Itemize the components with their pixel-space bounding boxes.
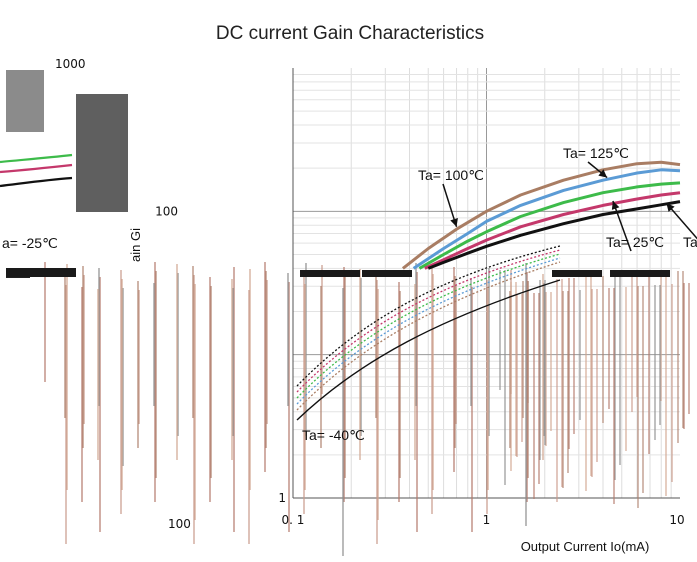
annotation-arrowhead-2 — [611, 201, 620, 210]
left-fragment-black-curve — [0, 176, 73, 188]
left-dark-panel — [76, 94, 128, 212]
series-line-0 — [401, 160, 681, 270]
x-tick-label-0-1: 0. 1 — [282, 513, 305, 527]
left-fragment-100-label: 100 — [168, 517, 191, 531]
chart-title: DC current Gain Characteristics — [216, 23, 484, 44]
left-fragment-green-curve — [0, 153, 73, 164]
series-line-1 — [412, 168, 681, 270]
y-axis-label: ain Gi — [128, 228, 143, 262]
x-tick-label-10: 10 — [669, 513, 684, 527]
annotations-group: Ta= 125℃ Ta= 100℃ Ta= 25℃ Ta= -40℃ Ta — [302, 145, 697, 443]
artifact-band — [610, 270, 670, 277]
ghost-curve — [296, 253, 561, 399]
annotation-arrow-4 — [665, 202, 697, 240]
ghost-curve — [296, 257, 561, 405]
left-dark-block — [6, 70, 44, 132]
series-line-2 — [418, 181, 681, 270]
annotation-arrowhead-4 — [666, 203, 675, 212]
artifact-band — [6, 268, 76, 277]
ghost-curve — [296, 261, 561, 411]
x-axis-label: Output Current Io(mA) — [521, 539, 650, 554]
left-fragment-1000-label: 1000 — [55, 57, 86, 71]
artifact-band — [300, 270, 360, 277]
artifact-band — [552, 270, 602, 277]
annotation-label-2: Ta= 25℃ — [606, 234, 664, 250]
annotation-arrowhead-0 — [598, 169, 608, 178]
annotation-label-1: Ta= 100℃ — [418, 167, 484, 183]
annotation-arrow-2 — [612, 200, 632, 252]
x-tick-label-1: 1 — [483, 513, 491, 527]
annotation-label-4: Ta — [683, 234, 697, 250]
artifact-pattern — [6, 245, 690, 556]
ghost-curve — [296, 249, 561, 393]
series-line-3 — [424, 191, 681, 270]
annotation-label-3: Ta= -40℃ — [302, 427, 365, 443]
annotation-arrowhead-1 — [450, 217, 458, 227]
artifact-band — [362, 270, 412, 277]
series-group — [401, 160, 681, 270]
y-tick-label-100: 100 — [155, 204, 178, 218]
left-fragment-magenta-curve — [0, 163, 73, 174]
annotation-label-0: Ta= 125℃ — [563, 145, 629, 161]
left-fragment: 1000 100 a= -25℃ ain Gi — [0, 57, 191, 531]
series-line-4 — [427, 200, 681, 270]
left-fragment-ta-minus-25-label: a= -25℃ — [2, 235, 58, 251]
y-tick-label-1: 1 — [278, 491, 286, 505]
ghost-curve-black — [296, 279, 561, 421]
